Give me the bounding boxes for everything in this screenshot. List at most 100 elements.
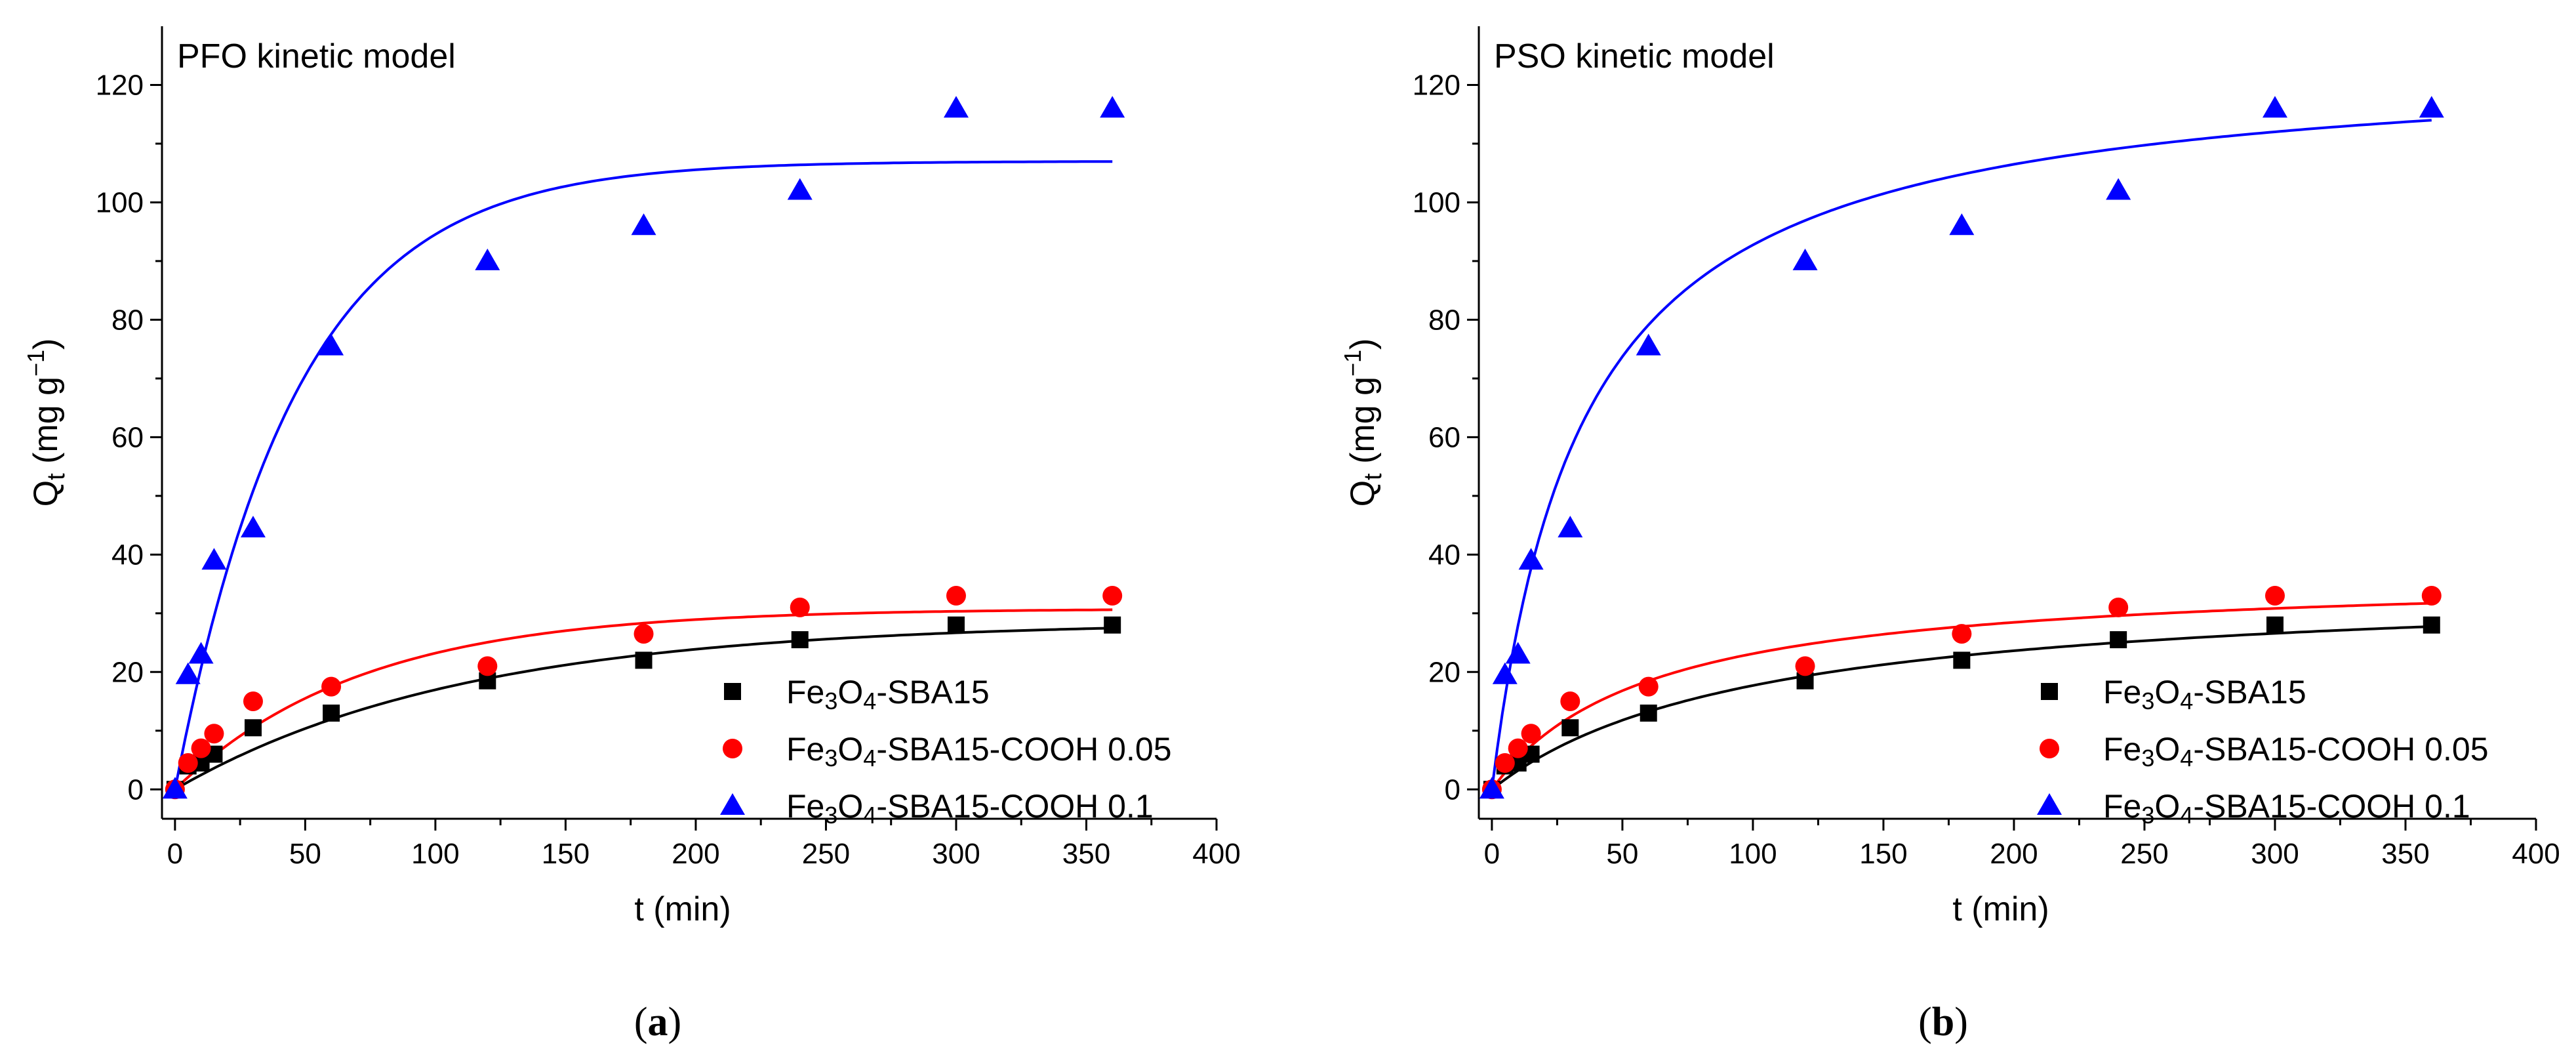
y-tick-label: 120 [1413,69,1460,101]
panel-caption: (a) [634,1000,681,1044]
x-tick-label: 50 [1606,838,1638,870]
data-point [635,651,653,669]
y-axis-title: Qt (mg g−1) [22,339,70,507]
data-point [2264,585,2285,606]
legend-marker [2040,739,2059,758]
data-point [188,642,214,664]
data-point [634,624,654,644]
data-point [1479,777,1504,799]
data-point [475,248,500,270]
y-tick-label: 20 [111,656,144,688]
data-point [1495,752,1515,773]
data-point [1521,724,1541,744]
legend-marker [2041,683,2058,700]
y-tick-label: 120 [96,69,144,101]
data-point [243,691,263,712]
data-point [1792,248,1818,270]
data-point [1558,516,1583,538]
data-point [323,704,340,722]
y-tick-label: 40 [111,539,144,571]
y-tick-label: 80 [1428,304,1460,336]
legend-label: Fe3O4-SBA15-COOH 0.05 [786,731,1172,772]
x-tick-label: 200 [1990,838,2038,870]
data-point [175,662,201,684]
y-axis-title: Qt (mg g−1) [1339,339,1387,507]
data-point [2110,631,2127,649]
legend-marker [720,793,745,815]
legend-label: Fe3O4-SBA15 [2103,674,2306,714]
data-point [1638,676,1659,697]
legend: Fe3O4-SBA15 Fe3O4-SBA15-COOH 0.05 Fe3O4-SB… [2037,674,2489,829]
x-tick-label: 400 [1192,838,1240,870]
x-tick-label: 250 [2120,838,2168,870]
panel-title: PFO kinetic model [177,37,456,75]
y-tick-label: 0 [1445,773,1460,806]
data-point [1560,691,1580,712]
x-axis-title: t (min) [1952,890,2049,928]
data-point [791,631,809,649]
legend: Fe3O4-SBA15 Fe3O4-SBA15-COOH 0.05 Fe3O4-SB… [720,674,1172,829]
data-point [943,96,969,118]
x-tick-label: 100 [411,838,459,870]
legend-marker [723,739,742,758]
data-point [1952,624,1972,644]
data-point [631,213,656,236]
legend-label: Fe3O4-SBA15-COOH 0.1 [2103,788,2470,829]
chart-panel-a: 0 50 100 150 200 250 300 350 400 0 20 40 60 80 100 120 t… [22,26,1241,1044]
y-tick-label: 60 [1428,421,1460,453]
chart-panel-b: 0 50 100 150 200 250 300 350 400 0 20 40 60 80 100 120 t… [1339,26,2560,1044]
data-point [1104,616,1121,634]
data-point [1561,719,1579,737]
x-tick-label: 150 [1859,838,1907,870]
y-tick-label: 100 [1413,186,1460,218]
data-point [947,616,965,634]
x-tick-label: 300 [2251,838,2299,870]
data-point [1508,738,1528,758]
data-point [2108,597,2129,617]
series-3-points [162,96,1125,799]
data-point [240,516,266,538]
data-point [2421,585,2442,606]
data-point [1949,213,1975,236]
y-tick-label: 20 [1428,656,1460,688]
data-point [162,777,188,799]
data-point [1518,548,1544,570]
x-tick-label: 350 [2381,838,2429,870]
legend-label: Fe3O4-SBA15 [786,674,990,714]
fit-curve-series-3 [1490,119,2432,790]
data-point [204,724,224,744]
data-point [1953,651,1971,669]
data-point [1636,333,1661,356]
legend-marker [2037,793,2062,815]
data-point [319,333,344,356]
data-point [787,178,813,200]
data-point [178,752,198,773]
data-point [191,738,211,758]
series-3-points [1479,96,2444,799]
series-2-points [1481,585,2442,800]
data-point [946,585,966,606]
data-point [790,597,810,617]
data-point [2419,96,2444,118]
x-tick-label: 300 [932,838,980,870]
data-point [1505,642,1531,664]
x-tick-label: 250 [802,838,850,870]
data-point [2262,96,2287,118]
x-tick-label: 350 [1062,838,1110,870]
y-tick-label: 60 [111,421,144,453]
data-point [201,548,227,570]
x-tick-label: 0 [167,838,183,870]
x-axis-title: t (min) [634,890,731,928]
data-point [321,676,342,697]
x-tick-label: 100 [1729,838,1777,870]
data-point [2106,178,2131,200]
x-tick-label: 150 [542,838,590,870]
data-point [1640,704,1657,722]
data-point [1492,662,1518,684]
x-tick-label: 200 [672,838,719,870]
data-point [244,719,262,737]
y-tick-label: 0 [128,773,144,806]
data-point [2423,616,2440,634]
x-tick-label: 400 [2512,838,2560,870]
